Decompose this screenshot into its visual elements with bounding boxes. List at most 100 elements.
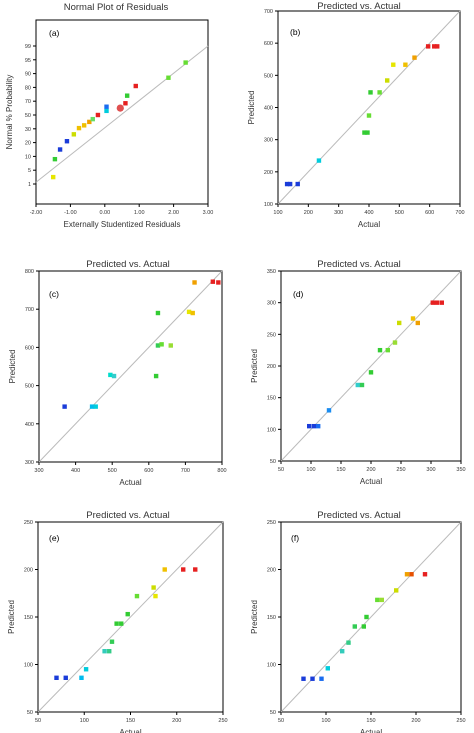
x-tick-label: 400 — [364, 210, 373, 216]
data-point — [422, 572, 428, 577]
chart-panel-2: Predicted vs. Actual (b) Actual Predicted 10… — [247, 1, 465, 229]
data-point — [397, 320, 402, 326]
data-point — [89, 404, 95, 409]
data-point — [284, 181, 290, 187]
data-point — [81, 123, 87, 128]
data-point — [63, 675, 68, 680]
y-tick-label: 10 — [25, 154, 31, 160]
data-point — [287, 181, 293, 187]
y-tick-label: 30 — [25, 127, 31, 133]
x-tick-label: 50 — [278, 718, 284, 724]
reference-line — [38, 270, 223, 463]
data-point — [87, 119, 92, 125]
data-point — [377, 347, 383, 353]
data-point — [134, 593, 140, 599]
x-axis-label: Actual — [360, 728, 382, 733]
data-point — [379, 597, 384, 603]
y-tick-label: 99 — [25, 44, 31, 50]
y-axis-label: Normal % Probability — [5, 75, 14, 150]
x-axis-label: Actual — [358, 220, 380, 229]
data-point — [123, 101, 128, 106]
data-point — [111, 373, 117, 379]
data-point — [62, 404, 67, 409]
y-tick-label: 700 — [264, 9, 273, 15]
data-point — [216, 280, 221, 285]
data-point — [425, 44, 431, 49]
data-point — [162, 567, 167, 572]
y-tick-label: 300 — [264, 138, 273, 144]
x-tick-label: 100 — [321, 718, 330, 724]
chart-panel-1: Normal Plot of Residuals (a) Externally St… — [5, 2, 213, 229]
data-point — [183, 60, 188, 65]
x-tick-label: 500 — [108, 468, 117, 474]
y-axis-label: Predicted — [250, 600, 259, 634]
x-tick-label: 300 — [426, 467, 435, 473]
data-point — [76, 125, 82, 131]
x-tick-label: 250 — [396, 467, 405, 473]
y-tick-label: 50 — [27, 710, 33, 716]
y-tick-label: 100 — [267, 427, 276, 433]
y-tick-label: 100 — [267, 663, 276, 669]
data-point — [107, 649, 112, 654]
data-point — [125, 611, 130, 617]
y-axis-label: Predicted — [7, 600, 16, 634]
x-tick-label: 400 — [71, 468, 80, 474]
data-point — [95, 112, 101, 118]
data-point — [108, 372, 113, 378]
chart-panel-3: Predicted vs. Actual (c) Actual Predicted 30… — [8, 259, 227, 487]
data-point — [361, 624, 366, 629]
y-tick-label: 50 — [25, 113, 31, 119]
y-tick-label: 400 — [25, 422, 34, 428]
data-point — [368, 90, 373, 95]
x-tick-label: 50 — [278, 467, 284, 473]
x-axis-label: Actual — [119, 728, 141, 733]
y-tick-label: 300 — [25, 460, 34, 466]
data-point — [155, 343, 161, 348]
y-tick-label: 600 — [25, 345, 34, 351]
y-tick-label: 100 — [264, 202, 273, 208]
y-tick-label: 800 — [25, 269, 34, 275]
data-point — [316, 423, 321, 429]
chart-panel-6: Predicted vs. Actual (f) Actual Predicted 50… — [250, 510, 466, 733]
y-tick-label: 150 — [24, 615, 33, 621]
panel-label: (a) — [49, 28, 60, 38]
data-point — [51, 174, 56, 180]
y-tick-label: 1 — [28, 182, 31, 188]
y-tick-label: 200 — [267, 364, 276, 370]
panel-label: (f) — [291, 533, 299, 543]
data-point — [434, 300, 440, 305]
data-point — [181, 567, 186, 572]
data-point — [109, 639, 115, 644]
data-point — [316, 158, 322, 163]
data-point — [352, 624, 357, 629]
y-tick-label: 150 — [267, 396, 276, 402]
data-point — [159, 342, 164, 347]
x-tick-label: 2.00 — [168, 210, 179, 216]
data-point — [93, 404, 98, 409]
data-point — [155, 310, 161, 316]
chart-title: Normal Plot of Residuals — [64, 2, 169, 13]
data-point — [392, 340, 398, 345]
data-point — [114, 621, 119, 626]
data-point — [340, 649, 345, 654]
y-axis-label: Predicted — [250, 349, 259, 383]
panel-label: (c) — [49, 289, 59, 299]
x-tick-label: 200 — [366, 467, 375, 473]
y-tick-label: 350 — [267, 269, 276, 275]
data-point — [64, 139, 70, 144]
data-point — [404, 572, 410, 577]
x-tick-label: 0.00 — [99, 210, 110, 216]
y-tick-label: 250 — [24, 520, 33, 526]
y-tick-label: 50 — [270, 459, 276, 465]
x-tick-label: 150 — [126, 718, 135, 724]
y-tick-label: 250 — [267, 332, 276, 338]
data-point — [412, 55, 417, 60]
data-point — [410, 316, 416, 321]
data-point — [375, 597, 380, 603]
data-point — [166, 75, 171, 80]
y-tick-label: 5 — [28, 168, 31, 174]
data-point — [385, 347, 390, 353]
data-point — [119, 621, 124, 626]
data-point — [54, 675, 59, 680]
plot-frame — [38, 270, 223, 463]
